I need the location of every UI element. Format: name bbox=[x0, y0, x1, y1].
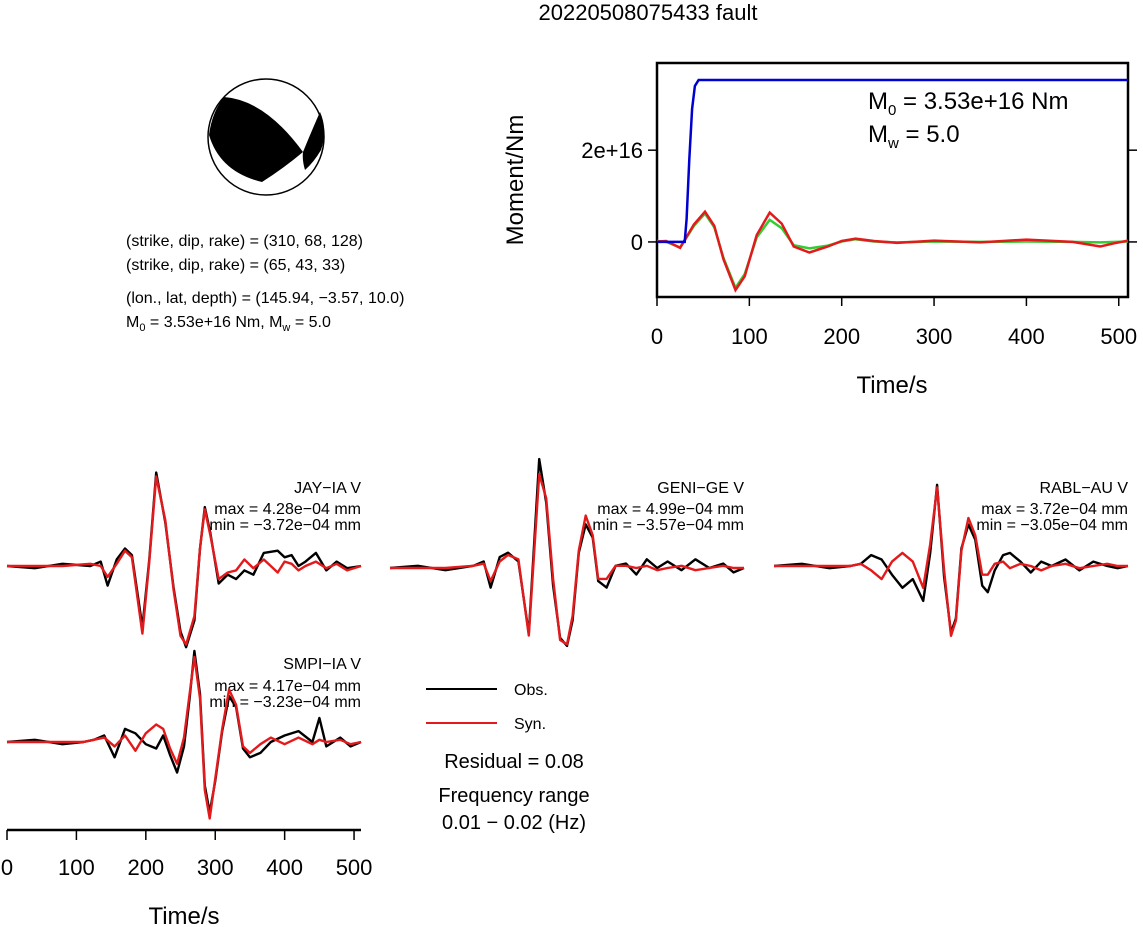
waveform-panel-smpi-ia: SMPI−IA V max = 4.17e−04 mm min = −3.23e… bbox=[6, 649, 362, 820]
beachball-compressional-quadrant-2 bbox=[302, 112, 325, 170]
station-label: JAY−IA V bbox=[294, 480, 361, 497]
moment-y-tick-label: 2e+16 bbox=[581, 138, 643, 163]
moment-x-tick-label: 300 bbox=[916, 324, 953, 349]
mechanism-moment: M0 = 3.53e+16 Nm, Mw = 5.0 bbox=[126, 314, 331, 334]
station-label: GENI−GE V bbox=[657, 480, 744, 497]
mechanism-plane-1: (strike, dip, rake) = (310, 68, 128) bbox=[126, 233, 363, 250]
moment-series-line-0 bbox=[657, 78, 1128, 244]
figure-title: 20220508075433 fault bbox=[539, 0, 758, 25]
max-label: max = 4.28e−04 mm bbox=[214, 501, 361, 518]
moment-x-tick-label: 100 bbox=[731, 324, 768, 349]
moment-panel: 0 100 200 300 400 500 0 2e+16 Time/s Moment/Nm… bbox=[502, 61, 1137, 399]
waveform-synthetic-line bbox=[7, 475, 362, 646]
moment-annotation-mw: Mw = 5.0 bbox=[868, 121, 960, 152]
waveform-synthetic-line bbox=[7, 655, 362, 820]
waveform-panel-geni-ge: GENI−GE V max = 4.99e−04 mm min = −3.57e… bbox=[389, 457, 745, 648]
max-label: max = 3.72e−04 mm bbox=[981, 501, 1128, 518]
moment-x-axis-label: Time/s bbox=[856, 372, 927, 399]
min-label: min = −3.23e−04 mm bbox=[209, 694, 361, 711]
moment-x-tick-label: 400 bbox=[1008, 324, 1045, 349]
waveform-panel-rabl-au: RABL−AU V max = 3.72e−04 mm min = −3.05e… bbox=[773, 480, 1129, 637]
waveform-synthetic-line bbox=[774, 486, 1128, 637]
moment-series-line-2 bbox=[656, 209, 1129, 293]
frequency-range-value: 0.01 − 0.02 (Hz) bbox=[442, 812, 586, 834]
min-label: min = −3.05e−04 mm bbox=[976, 517, 1128, 534]
waveform-x-tick-label: 400 bbox=[266, 855, 303, 880]
waveform-x-tick-label: 0 bbox=[1, 855, 13, 880]
waveform-synthetic-line bbox=[390, 473, 744, 646]
waveform-x-axis-label: Time/s bbox=[148, 903, 219, 927]
min-label: min = −3.72e−04 mm bbox=[209, 517, 361, 534]
max-label: max = 4.99e−04 mm bbox=[597, 501, 744, 518]
legend: Obs. Syn. Residual = 0.08 Frequency rang… bbox=[426, 682, 590, 834]
waveform-x-tick-label: 500 bbox=[336, 855, 373, 880]
mechanism-location: (lon., lat, depth) = (145.94, −3.57, 10.… bbox=[126, 290, 404, 307]
waveform-x-tick-label: 200 bbox=[127, 855, 164, 880]
waveform-x-tick-label: 300 bbox=[197, 855, 234, 880]
min-label: min = −3.57e−04 mm bbox=[592, 517, 744, 534]
beachball bbox=[207, 78, 325, 196]
waveform-panel-jay-ia: JAY−IA V max = 4.28e−04 mm min = −3.72e−… bbox=[6, 471, 362, 649]
moment-x-tick-label: 500 bbox=[1100, 324, 1137, 349]
moment-x-tick-label: 0 bbox=[651, 324, 663, 349]
mechanism-plane-2: (strike, dip, rake) = (65, 43, 33) bbox=[126, 257, 345, 274]
station-label: SMPI−IA V bbox=[283, 656, 361, 673]
waveform-observed-line bbox=[6, 471, 362, 649]
frequency-range-label: Frequency range bbox=[438, 785, 589, 807]
moment-annotation-m0: M0 = 3.53e+16 Nm bbox=[868, 88, 1068, 119]
moment-y-tick-label: 0 bbox=[631, 230, 643, 255]
waveform-x-tick-label: 100 bbox=[58, 855, 95, 880]
station-label: RABL−AU V bbox=[1040, 480, 1129, 497]
moment-x-tick-label: 200 bbox=[823, 324, 860, 349]
moment-series-line-1 bbox=[656, 211, 1129, 291]
legend-obs-label: Obs. bbox=[514, 682, 548, 699]
max-label: max = 4.17e−04 mm bbox=[214, 678, 361, 695]
waveform-time-axis: 0 100 200 300 400 500 Time/s bbox=[1, 828, 373, 927]
residual-label: Residual = 0.08 bbox=[444, 751, 584, 773]
moment-plot-frame bbox=[655, 61, 1130, 299]
legend-syn-label: Syn. bbox=[514, 716, 546, 733]
moment-y-axis-label: Moment/Nm bbox=[502, 115, 529, 246]
beachball-compressional-quadrant bbox=[209, 97, 303, 182]
